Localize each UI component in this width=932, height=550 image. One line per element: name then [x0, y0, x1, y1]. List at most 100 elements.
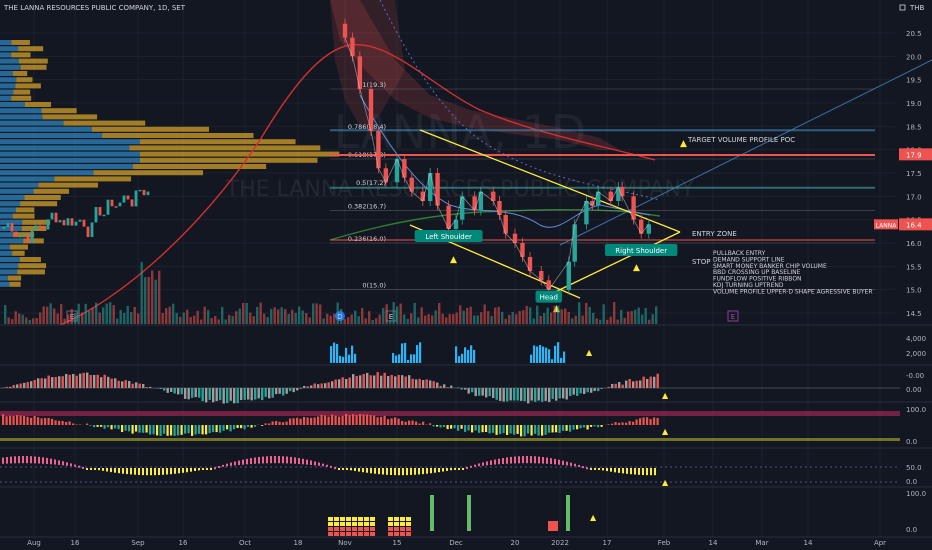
volume-bar: [14, 311, 17, 324]
momentum-bar: [317, 384, 320, 388]
kdj-bar: [378, 468, 380, 475]
volume-bar: [186, 309, 189, 324]
lock-icon[interactable]: [899, 4, 906, 11]
volume-bar: [179, 316, 182, 324]
momentum-bar: [324, 383, 327, 388]
ribbon-bar: [390, 418, 393, 425]
volume-profile-bar: [0, 232, 13, 238]
kdj-bar: [606, 468, 608, 472]
volume-bar: [536, 305, 539, 324]
annotation-target-text: TARGET VOLUME PROFILE POC: [687, 136, 795, 144]
time-tick-label: 14: [804, 539, 813, 547]
momentum-bar: [313, 383, 316, 388]
price-tick-label: 15.5: [906, 263, 922, 271]
ribbon-bar: [93, 425, 96, 428]
momentum-bar: [72, 373, 75, 388]
momentum-bar: [460, 388, 463, 390]
ribbon-bar: [639, 418, 642, 425]
momentum-bar: [191, 388, 194, 398]
signal-block: [334, 522, 339, 526]
ribbon-bar: [467, 425, 470, 431]
volume-profile-bar: [12, 213, 35, 219]
momentum-bar: [79, 373, 82, 388]
volume-bar: [574, 315, 577, 324]
ribbon-bar: [128, 425, 131, 432]
volume-bar: [98, 312, 101, 324]
ribbon-bar: [590, 425, 593, 427]
ribbon-bar: [338, 416, 341, 425]
momentum-bar: [495, 388, 498, 400]
chip-volume-bar: [467, 349, 470, 363]
volume-bar: [322, 318, 325, 324]
fib-level-label: 0.5(17.2): [356, 179, 386, 187]
volume-bar: [578, 302, 581, 324]
candle-body: [646, 224, 651, 234]
volume-bar: [627, 311, 630, 324]
ribbon-bar: [478, 425, 481, 433]
kdj-bar: [542, 457, 544, 464]
ribbon-bar: [187, 425, 190, 434]
volume-bar: [515, 314, 518, 324]
event-marker-box[interactable]: [727, 310, 739, 322]
momentum-bar: [446, 387, 449, 388]
arrow-up-icon: ▲: [553, 304, 560, 314]
kdj-bar: [206, 468, 208, 470]
symbol-tag-bg: [874, 219, 898, 230]
candle-body: [357, 56, 363, 89]
kdj-bar: [526, 456, 528, 464]
kdj-bar: [210, 468, 212, 470]
ribbon-bar: [114, 425, 117, 429]
momentum-bar: [247, 388, 250, 400]
momentum-bar: [166, 388, 169, 393]
ribbon-bar: [9, 415, 12, 425]
ribbon-bar: [117, 425, 120, 430]
ribbon-bar: [236, 425, 239, 429]
kdj-bar: [262, 456, 264, 464]
volume-profile-bar: [0, 64, 21, 70]
momentum-bar: [159, 388, 162, 389]
volume-bar: [291, 309, 294, 324]
volume-profile-bar: [0, 133, 103, 138]
momentum-bar: [145, 387, 148, 388]
pattern-label: Left Shoulder: [425, 233, 472, 241]
triangle-top-line: [419, 129, 681, 233]
ribbon-bar: [131, 425, 134, 434]
ribbon-bar: [607, 424, 610, 425]
kdj-bar: [650, 468, 652, 476]
momentum-bar: [520, 388, 523, 401]
candle-body: [126, 195, 130, 200]
ribbon-bar: [520, 425, 523, 437]
volume-profile-bar: [0, 244, 10, 250]
momentum-bar: [40, 378, 43, 388]
kdj-bar: [454, 468, 456, 470]
kdj-bar: [550, 458, 552, 465]
ribbon-bar: [345, 413, 348, 425]
volume-bar: [655, 306, 658, 324]
signal-block: [346, 517, 351, 521]
ribbon-bar: [443, 425, 446, 427]
candle-body: [118, 202, 122, 207]
momentum-bar: [376, 372, 379, 388]
ribbon-bar: [355, 414, 358, 425]
momentum-bar: [177, 388, 180, 395]
ribbon-bar: [460, 425, 463, 429]
kdj-bar: [150, 468, 152, 476]
volume-profile-bar: [21, 226, 47, 231]
momentum-bar: [635, 380, 638, 388]
candle-body: [146, 191, 150, 196]
ribbon-bar: [446, 425, 449, 430]
volume-bar: [60, 304, 63, 324]
ribbon-bar: [268, 423, 271, 425]
ribbon-bar: [180, 425, 183, 435]
volume-bar: [11, 319, 14, 324]
time-tick-label: Dec: [449, 539, 463, 547]
volume-profile-bar: [18, 263, 47, 269]
volume-bar: [550, 312, 553, 324]
volume-bar: [21, 314, 24, 324]
ribbon-bar: [96, 425, 99, 427]
ribbon-bar: [534, 425, 537, 434]
momentum-bar: [33, 379, 36, 388]
momentum-bar: [439, 385, 442, 388]
chip-volume-bar: [354, 353, 357, 363]
